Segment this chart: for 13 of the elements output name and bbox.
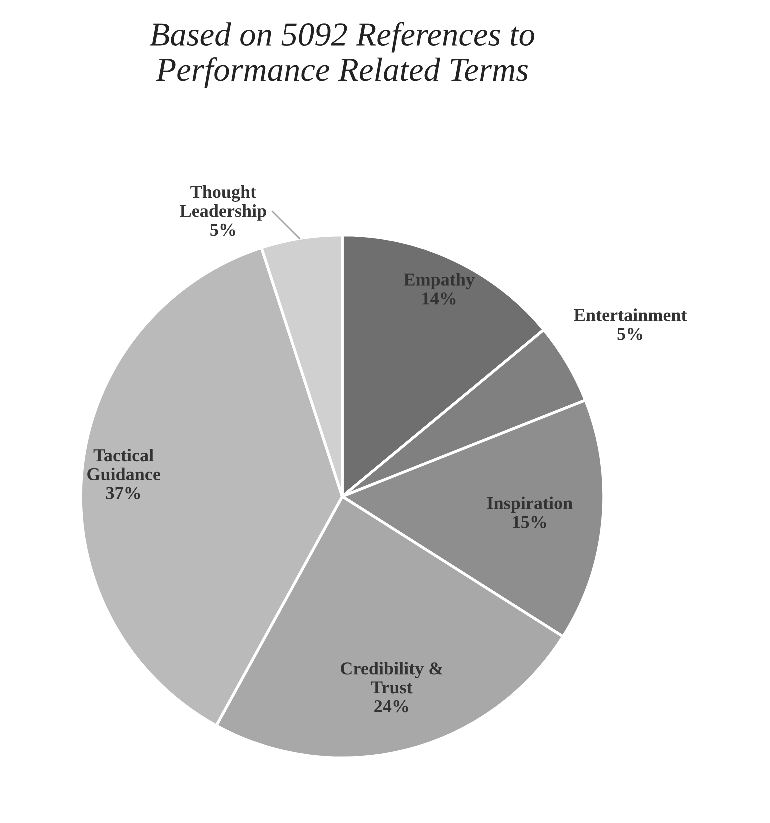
data-label: 15% bbox=[513, 516, 546, 528]
data-label: 14% bbox=[422, 292, 456, 305]
slice-label: Inspiration bbox=[487, 496, 573, 514]
slice-label: Thought Leadership bbox=[180, 186, 266, 221]
data-label: 24% bbox=[374, 700, 408, 713]
slice-label: Entertainment bbox=[574, 308, 688, 322]
slice-label: Tactical Guidance bbox=[88, 448, 160, 481]
data-label: 5% bbox=[210, 224, 236, 236]
slice-label: Empathy bbox=[404, 273, 475, 290]
chart-title: Based on 5092 References to Performance Related Terms bbox=[150, 22, 534, 88]
slice-label: Credibility & Trust bbox=[341, 662, 443, 694]
data-label: 37% bbox=[106, 487, 140, 500]
data-label: 5% bbox=[618, 328, 642, 340]
